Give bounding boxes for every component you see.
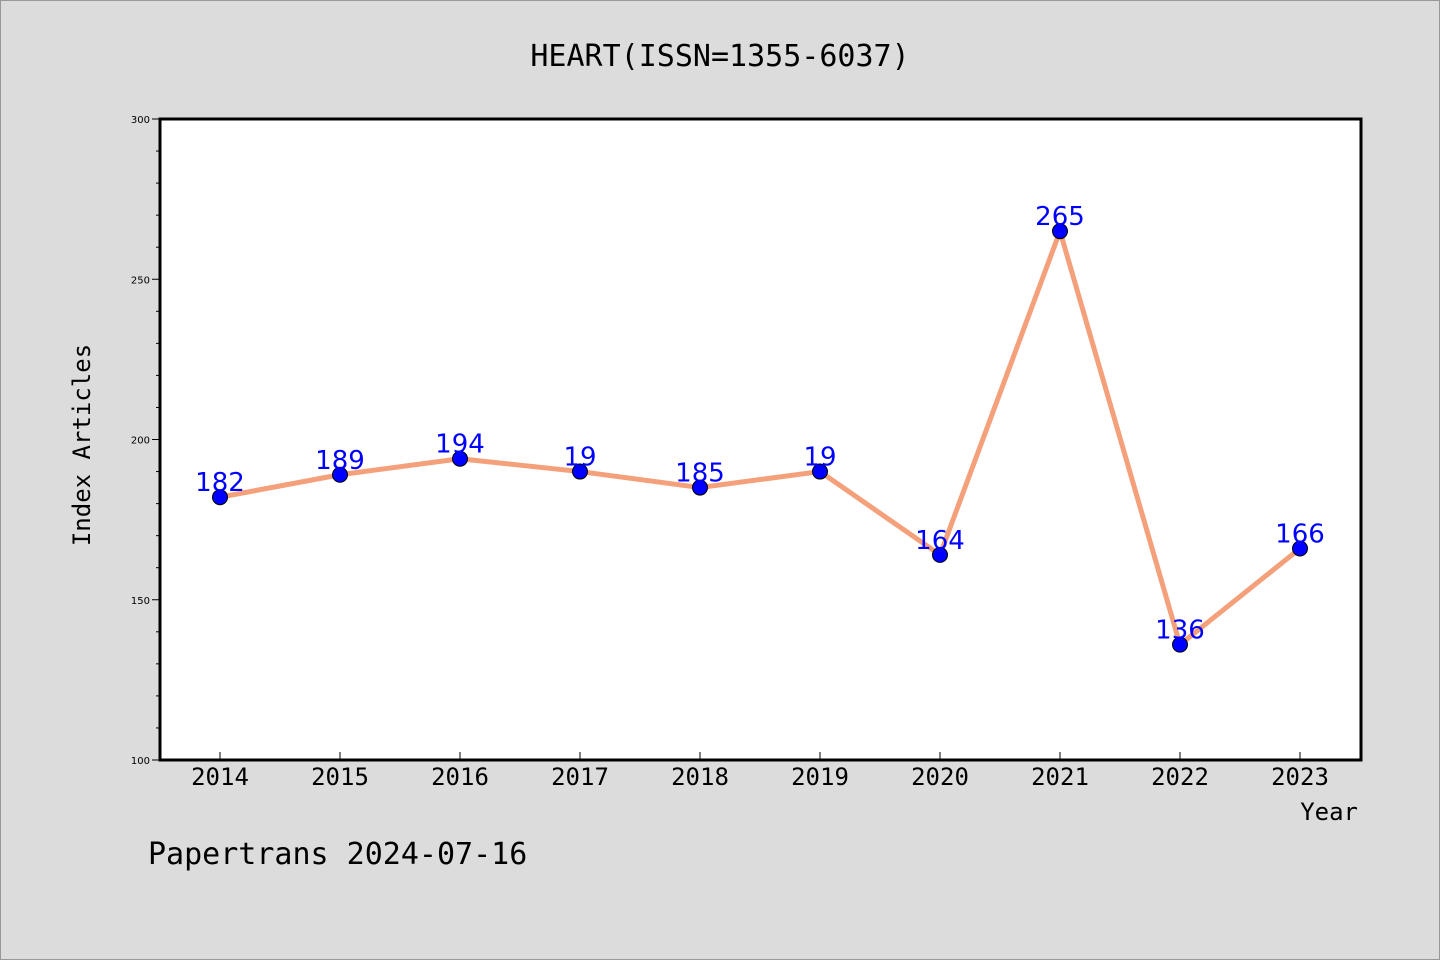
series-polyline <box>217 228 1303 648</box>
x-tick-label: 2022 <box>1151 763 1209 791</box>
x-tick-label: 2017 <box>551 763 609 791</box>
chart-title: HEART(ISSN=1355-6037) <box>530 39 909 74</box>
data-point <box>572 463 588 480</box>
x-axis-label: Year <box>1300 798 1358 826</box>
data-label: 136 <box>1155 616 1205 646</box>
x-tick-label: 2018 <box>671 763 729 791</box>
series-markers <box>212 223 1308 653</box>
data-point <box>1292 540 1308 557</box>
y-tick-label: 300 <box>131 115 150 126</box>
data-label: 194 <box>435 430 485 460</box>
x-tick-label: 2023 <box>1271 763 1329 791</box>
data-label: 166 <box>1275 519 1325 549</box>
data-label: 19 <box>563 443 596 473</box>
data-label: 19 <box>803 443 836 473</box>
x-tick-label: 2019 <box>791 763 849 791</box>
x-tick-label: 2020 <box>911 763 969 791</box>
x-tick-label: 2016 <box>431 763 489 791</box>
y-tick-label: 200 <box>131 436 150 447</box>
y-tick-label: 100 <box>131 756 150 767</box>
data-label: 164 <box>915 526 965 556</box>
y-tick-label: 250 <box>131 275 150 286</box>
y-tick-label: 150 <box>131 596 150 607</box>
data-point <box>932 546 948 563</box>
data-label: 182 <box>195 468 245 498</box>
y-axis-label: Index Articles <box>68 344 96 546</box>
x-axis: 2014 2015 2016 2017 2018 2019 2020 2021 2022 2023 <box>191 752 1329 791</box>
data-label: 265 <box>1035 202 1085 232</box>
data-point <box>212 489 228 506</box>
data-label: 189 <box>315 446 365 476</box>
data-labels: 182 189 194 19 185 19 164 265 136 166 <box>195 202 1325 645</box>
data-label: 185 <box>675 459 725 489</box>
series-line <box>217 228 1303 648</box>
y-axis: 100 150 200 250 300 <box>131 115 160 767</box>
data-point <box>1172 636 1188 653</box>
x-tick-label: 2014 <box>191 763 249 791</box>
data-point <box>1052 223 1068 240</box>
x-tick-label: 2021 <box>1031 763 1089 791</box>
x-tick-label: 2015 <box>311 763 369 791</box>
data-point <box>812 463 828 480</box>
footer-text: Papertrans 2024-07-16 <box>148 837 527 872</box>
data-point <box>332 466 348 483</box>
data-point <box>692 479 708 496</box>
plot-area <box>158 117 1363 762</box>
data-point <box>452 450 468 467</box>
